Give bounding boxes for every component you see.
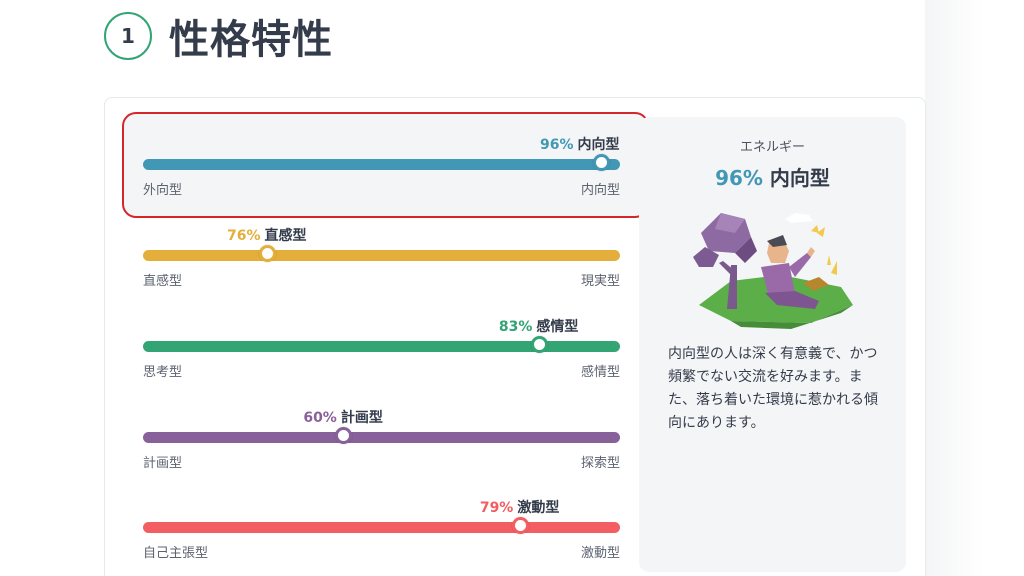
trait-detail-panel: エネルギー 96% 内向型 内向型の人は深く有意義で、かつ頻繁でない交流を好みま… [639,117,906,572]
section-header: 1 性格特性 [104,10,333,63]
trait-left-label: 直感型 [143,274,183,289]
trait-percent: 60% [303,410,337,426]
trait-tactics[interactable]: 60% 計画型 計画型 探索型 [143,407,620,477]
trait-result: 60% 計画型 [303,407,383,427]
trait-marker [511,517,529,534]
trait-type: 計画型 [340,410,383,426]
trait-nature[interactable]: 83% 感情型 思考型 感情型 [143,316,620,386]
trait-result: 83% 感情型 [499,316,579,336]
trait-right-label: 激動型 [580,546,620,561]
trait-percent: 79% [479,500,514,516]
trait-percent: 76% [227,228,261,244]
detail-result: 96% 内向型 [639,162,906,191]
section-number-badge: 1 [104,12,152,60]
introvert-illustration [693,213,853,329]
trait-left-label: 外向型 [143,183,183,198]
trait-result: 96% 内向型 [540,134,620,154]
trait-identity[interactable]: 79% 激動型 自己主張型 激動型 [143,497,620,567]
trait-marker [259,245,277,262]
trait-mind[interactable]: 76% 直感型 直感型 現実型 [143,225,620,295]
trait-type: 内向型 [577,137,620,153]
detail-kicker: エネルギー [739,140,805,155]
trait-bar [143,522,620,533]
trait-energy[interactable]: 96% 内向型 外向型 内向型 [143,134,620,204]
trait-result: 76% 直感型 [227,225,307,245]
trait-right-label: 現実型 [580,274,620,289]
trait-right-label: 内向型 [580,183,620,198]
section-number: 1 [121,24,135,48]
page-right-shade [925,0,1024,576]
trait-left-label: 自己主張型 [143,546,209,561]
detail-description: 内向型の人は深く有意義で、かつ頻繁でない交流を好みます。また、落ち着いた環境に惹… [668,346,878,431]
trait-type: 激動型 [517,500,560,516]
trait-type: 直感型 [264,228,307,244]
detail-percent: 96% [715,166,763,190]
trait-type: 感情型 [536,319,579,335]
trait-bar [143,250,620,261]
trait-marker [335,427,353,444]
trait-percent: 96% [540,137,574,153]
trait-bar [143,341,620,352]
page-title: 性格特性 [169,17,333,63]
trait-bar [143,159,620,170]
detail-type: 内向型 [769,166,830,190]
trait-marker [530,336,548,353]
trait-bar [143,432,620,443]
trait-result: 79% 激動型 [480,497,560,517]
trait-right-label: 感情型 [580,365,620,380]
trait-right-label: 探索型 [580,456,620,471]
trait-marker [592,154,610,171]
trait-percent: 83% [498,319,533,335]
trait-left-label: 計画型 [143,456,183,471]
trait-left-label: 思考型 [143,365,183,380]
